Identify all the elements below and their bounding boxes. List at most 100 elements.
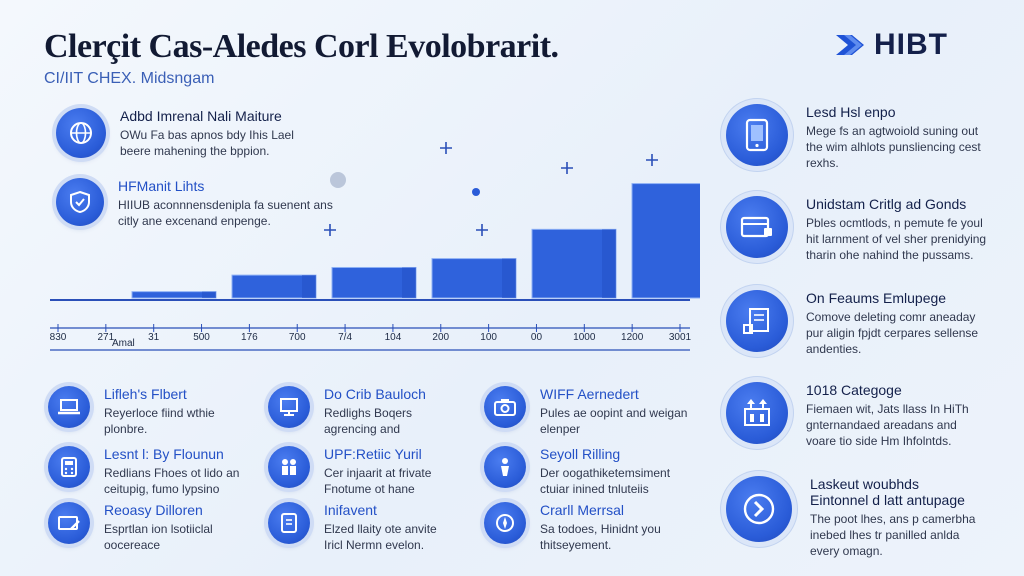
feature-bottom-7: Reoasy Dilloren Esprtlan ion lsotiiclal o… xyxy=(48,502,213,553)
feature-line: agrencing and xyxy=(324,422,401,437)
x-tick-label: 104 xyxy=(385,332,402,343)
feature-bottom-8: Inifavent Elzed llaity ote anvite Iricl N… xyxy=(268,502,437,553)
feature-line: Iricl Nermn evelon. xyxy=(324,538,425,553)
card-edit-icon xyxy=(48,502,90,544)
feature-title: Lifleh's Flbert xyxy=(104,386,187,402)
feature-title: On Feaums Emlupege xyxy=(806,290,947,306)
feature-left-1: Adbd Imrenal Nali Maiture OWu Fa bas apn… xyxy=(56,108,294,159)
feature-line: OWu Fa bas apnos bdy Ihis Lael xyxy=(120,128,294,142)
laptop-icon xyxy=(48,386,90,428)
feature-bottom-2: Do Crib Bauloch Redlighs Boqers agrencing… xyxy=(268,386,426,437)
brand-name: HIBT xyxy=(874,28,948,61)
x-tick-label: 271 xyxy=(98,332,115,343)
feature-line: Comove deleting comr aneaday xyxy=(806,310,976,324)
feature-title: Do Crib Bauloch xyxy=(324,386,426,402)
tablet-icon xyxy=(268,502,310,544)
feature-bottom-9: Crarll Merrsal Sa todoes, Hinidnt you thi… xyxy=(484,502,661,553)
chart-bar xyxy=(131,291,217,299)
x-tick-label: 1000 xyxy=(573,332,596,343)
feature-line: inebed lhes tr panilled anlda xyxy=(810,528,960,543)
page-title: Clerçit Cas-Aledes Corl Evolobrarit. xyxy=(44,28,559,65)
x-axis-label: Amal xyxy=(112,338,135,349)
x-tick-label: 00 xyxy=(531,332,543,343)
feature-line: Mege fs an agtwoiold suning out xyxy=(806,124,979,138)
feature-bottom-4: Lesnt l: By Flounun Redlians Fhoes ot li… xyxy=(48,446,239,497)
feature-line: Cer injaarit at frivate xyxy=(324,466,432,480)
feature-line: voare tio side Hm Ihfolntds. xyxy=(806,434,952,449)
feature-line: Redlians Fhoes ot lido an xyxy=(104,466,240,480)
feature-line: Elzed llaity ote anvite xyxy=(324,522,437,536)
brand-arrow-icon xyxy=(836,35,864,55)
feature-left-2: HFManit Lihts HIIUB aconnnensdenipla fa … xyxy=(56,178,333,229)
feature-bottom-3: WIFF Aernedert Pules ae oopint and weiga… xyxy=(484,386,687,437)
shield-icon xyxy=(56,178,104,226)
feature-line: Pbles ocmtlods, n pemute fe youl xyxy=(806,216,983,230)
compass-icon xyxy=(484,502,526,544)
feature-line: Sa todoes, Hinidnt you xyxy=(540,522,661,536)
feature-line: ceitupig, fumo lypsino xyxy=(104,482,220,497)
chart-bar-shade xyxy=(202,291,216,298)
phone-icon xyxy=(726,104,788,166)
building-icon xyxy=(726,382,788,444)
chart-bar xyxy=(531,228,617,299)
feature-right-4: 1018 Categoge Fiemaen wit, Jats llass In… xyxy=(726,382,969,450)
feature-line: Der oogathiketemsiment xyxy=(540,466,671,480)
feature-right-5: Laskeut woubhds Eintonnel d latt antupag… xyxy=(726,476,975,560)
feature-line: Redlighs Boqers xyxy=(324,406,413,420)
feature-line: Pules ae oopint and weigan xyxy=(540,406,688,420)
feature-line: andenties. xyxy=(806,342,862,357)
feature-line: gnternandaed areadans and xyxy=(806,418,957,433)
x-tick-label: 500 xyxy=(193,332,210,343)
x-tick-label: 7/4 xyxy=(338,332,352,343)
chart-bar xyxy=(631,183,700,299)
feature-line: tharin ohe nahind the pussams. xyxy=(806,248,974,263)
x-tick-label: 200 xyxy=(432,332,449,343)
chart-bar-shade xyxy=(502,258,516,298)
chart-bar-shade xyxy=(302,275,316,298)
feature-line: rexhs. xyxy=(806,156,839,171)
x-tick-label: 1200 xyxy=(621,332,644,343)
feature-line: oocereace xyxy=(104,538,161,553)
feature-line: Esprtlan ion lsotiiclal xyxy=(104,522,213,536)
feature-line: ctuiar inined tnluteiis xyxy=(540,482,649,497)
dot-icon xyxy=(472,188,480,196)
feature-line: Fiemaen wit, Jats llass In HiTh xyxy=(806,402,969,416)
x-tick-label: 100 xyxy=(480,332,497,343)
sparkle-icon xyxy=(440,142,452,154)
x-tick-label: 176 xyxy=(241,332,258,343)
feature-bottom-6: Seyoll Rilling Der oogathiketemsiment ctu… xyxy=(484,446,670,497)
feature-line: elenper xyxy=(540,422,581,437)
feature-line: beere mahening the bppion. xyxy=(120,144,270,159)
people-icon xyxy=(268,446,310,488)
chart-bar-shade xyxy=(602,229,616,298)
feature-line: Reyerloce fiind wthie xyxy=(104,406,215,420)
feature-line: citly ane excenand enpenge. xyxy=(118,214,271,229)
feature-line: thitseyement. xyxy=(540,538,612,553)
feature-subtitle: Eintonnel d latt antupage xyxy=(810,492,965,508)
feature-line: Fnotume ot hane xyxy=(324,482,415,497)
arrow-right-icon xyxy=(726,476,792,542)
feature-line: every omagn. xyxy=(810,544,883,559)
brand-logo: HIBT xyxy=(834,28,948,62)
feature-line: pur aligin fpjdt cerpares sellense xyxy=(806,326,979,341)
calculator-icon xyxy=(48,446,90,488)
feature-title: Lesd Hsl enpo xyxy=(806,104,896,120)
feature-title: Inifavent xyxy=(324,502,377,518)
feature-line: the wim alhlots punsliencing cest xyxy=(806,140,981,155)
feature-line: HIIUB aconnnensdenipla fa suenent ans xyxy=(118,198,333,212)
feature-title: Crarll Merrsal xyxy=(540,502,624,518)
chart-bar xyxy=(231,274,317,299)
chart-bar xyxy=(431,258,517,299)
feature-title: Seyoll Rilling xyxy=(540,446,621,462)
x-tick-label: 830 xyxy=(50,332,67,343)
feature-title: HFManit Lihts xyxy=(118,178,205,194)
feature-bottom-1: Lifleh's Flbert Reyerloce fiind wthie plo… xyxy=(48,386,215,437)
feature-line: hit larnment of vel sher prenidying xyxy=(806,232,987,247)
sparkle-icon xyxy=(646,154,658,166)
document-icon xyxy=(726,290,788,352)
feature-title: Laskeut woubhds xyxy=(810,476,919,492)
feature-bottom-5: UPF:Retiic Yuril Cer injaarit at frivate… xyxy=(268,446,431,497)
person-pin-icon xyxy=(484,446,526,488)
feature-right-1: Lesd Hsl enpo Mege fs an agtwoiold sunin… xyxy=(726,104,981,172)
feature-title: UPF:Retiic Yuril xyxy=(324,446,422,462)
